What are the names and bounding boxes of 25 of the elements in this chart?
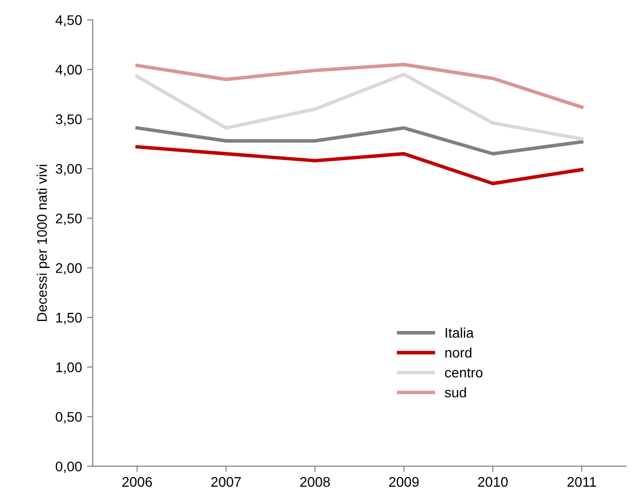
line-series <box>135 72 584 141</box>
legend-label: sud <box>444 387 466 398</box>
line-series <box>135 62 584 109</box>
x-tick-label: 2010 <box>478 477 508 487</box>
y-tick-label: 2,50 <box>56 214 82 226</box>
x-tick-label: 2008 <box>300 477 330 487</box>
line-series <box>135 145 584 186</box>
x-tick-label: 2007 <box>211 477 241 487</box>
y-tick-label: 3,50 <box>56 114 82 126</box>
y-tick-label: 2,00 <box>56 263 82 275</box>
y-tick-label: 4,00 <box>56 64 82 76</box>
x-tick-label: 2009 <box>389 477 419 487</box>
legend-label: nord <box>445 347 472 358</box>
y-tick-label: 0,50 <box>56 412 82 424</box>
y-axis-title: Decessi per 1000 nati vivi <box>36 164 50 322</box>
y-tick-label: 4,50 <box>56 15 82 27</box>
y-tick-label: 0,00 <box>56 462 82 474</box>
line-series <box>135 126 584 156</box>
x-tick-label: 2011 <box>568 477 596 487</box>
x-tick-label: 2006 <box>122 477 152 487</box>
y-tick-label: 1,00 <box>56 362 82 374</box>
y-tick-label: 1,50 <box>56 312 82 324</box>
y-tick-label: 3,00 <box>56 164 82 176</box>
legend-label: centro <box>445 368 482 378</box>
legend-label: Italia <box>446 328 474 338</box>
